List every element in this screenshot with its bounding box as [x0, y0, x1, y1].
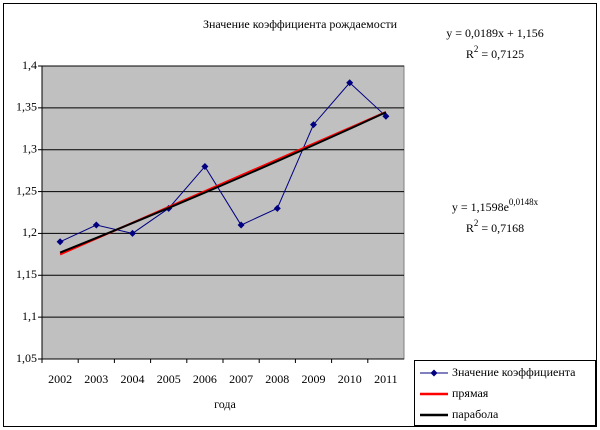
x-tick-label: 2002 — [48, 372, 72, 386]
legend-label: парабола — [452, 407, 499, 421]
equation-part: R — [466, 47, 474, 61]
data-point — [273, 204, 281, 212]
y-tick-label: 1,3 — [22, 141, 37, 155]
trend-equation: R2 = 0,7125 — [466, 44, 524, 61]
data-point — [92, 221, 100, 229]
y-tick-label: 1,25 — [16, 183, 37, 197]
legend-label: Значение коэффициента — [452, 365, 576, 379]
x-axis-title: года — [214, 397, 236, 411]
equation-part: y = 0,0189x + 1,156 — [446, 26, 544, 40]
trend-equation: y = 0,0189x + 1,156 — [446, 26, 544, 40]
y-tick-label: 1,2 — [22, 225, 37, 239]
x-tick-label: 2003 — [84, 372, 108, 386]
equation-part: 0,0148x — [509, 197, 539, 207]
y-tick-label: 1,35 — [16, 100, 37, 114]
equation-part: = 0,7168 — [478, 221, 524, 235]
data-point — [237, 221, 245, 229]
y-tick-label: 1,15 — [16, 267, 37, 281]
data-point — [56, 238, 64, 246]
x-tick-label: 2010 — [338, 372, 362, 386]
data-point — [310, 121, 317, 129]
data-point — [201, 162, 209, 170]
equation-part: y = 1,1598e — [452, 200, 509, 214]
y-tick-label: 1,05 — [16, 351, 37, 365]
series-line — [59, 82, 387, 243]
legend-marker — [430, 369, 438, 377]
x-tick-label: 2008 — [265, 372, 289, 386]
equation-part: = 0,7125 — [478, 47, 524, 61]
plot-area — [41, 65, 405, 360]
equation-part: 2 — [474, 218, 479, 228]
trend-equation: y = 1,1598e0,0148x — [452, 197, 539, 214]
chart-title: Значение коэффициента рождаемости — [203, 17, 398, 31]
data-point — [346, 79, 354, 87]
series-line — [59, 111, 387, 254]
x-tick-label: 2007 — [229, 372, 253, 386]
x-tick-label: 2006 — [193, 372, 217, 386]
x-tick-label: 2005 — [157, 372, 181, 386]
equation-part: R — [466, 221, 474, 235]
y-tick-label: 1,1 — [22, 309, 37, 323]
data-point — [129, 229, 136, 237]
equation-part: 2 — [474, 44, 479, 54]
x-tick-label: 2004 — [121, 372, 145, 386]
legend-label: прямая — [452, 386, 489, 400]
data-point — [382, 112, 390, 120]
x-tick-label: 2009 — [302, 372, 326, 386]
x-tick-label: 2011 — [374, 372, 398, 386]
trend-equation: R2 = 0,7168 — [466, 218, 524, 235]
y-tick-label: 1,4 — [22, 58, 37, 72]
